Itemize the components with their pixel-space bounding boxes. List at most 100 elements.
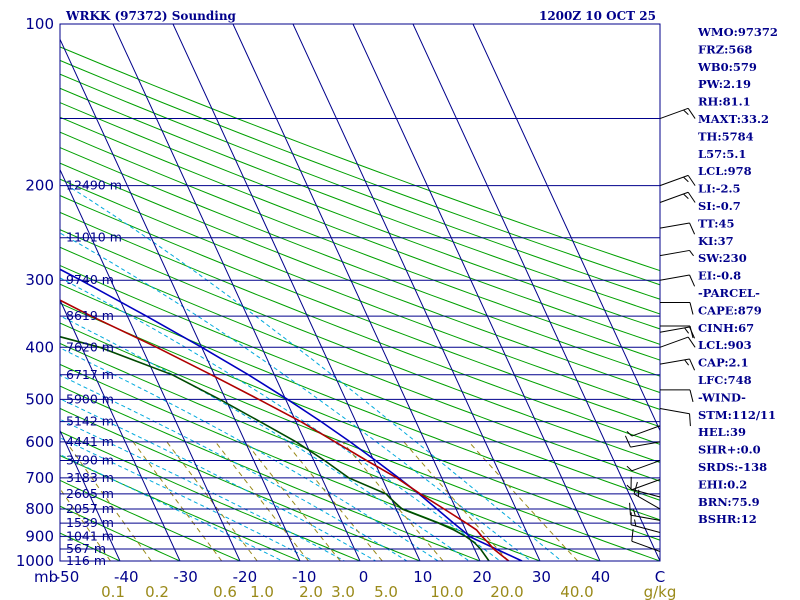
dry-adiabat <box>60 162 660 394</box>
mixing-ratio-line <box>215 441 309 561</box>
dry-adiabat <box>60 147 660 377</box>
wind-barbs <box>624 107 696 552</box>
index-value: CINH:67 <box>698 321 754 335</box>
height-label: 6717 m <box>66 367 114 382</box>
barb-flag <box>634 519 637 527</box>
index-value: L57:5.1 <box>698 147 746 161</box>
index-value: TT:45 <box>698 216 735 230</box>
mixing-ratio-tick-label: 0.2 <box>145 583 169 600</box>
temperature-tick-label: 30 <box>532 568 551 586</box>
pressure-tick-label: 300 <box>25 271 54 289</box>
wind-barb <box>629 502 661 521</box>
dry-adiabat <box>60 178 660 410</box>
index-value: LCL:903 <box>698 338 752 352</box>
barb-flag <box>626 484 633 491</box>
index-value: WB0:579 <box>697 60 757 74</box>
dry-adiabat <box>60 46 660 272</box>
index-value: CAP:2.1 <box>698 356 749 370</box>
height-label: 8619 m <box>66 308 114 323</box>
moist-adiabat <box>67 185 563 561</box>
height-label: 9740 m <box>66 272 114 287</box>
pressure-tick-label: 800 <box>25 500 54 518</box>
wind-barb <box>631 528 661 552</box>
dry-adiabat <box>60 479 242 561</box>
sounding-time: 1200Z 10 OCT 25 <box>539 9 656 23</box>
mixing-ratio-line <box>403 441 509 561</box>
wind-barb <box>659 222 696 235</box>
dry-adiabat <box>60 407 422 561</box>
isotherm-line <box>472 24 660 432</box>
barb-flag <box>683 109 689 115</box>
barb-staff <box>659 249 690 257</box>
wind-barb <box>660 325 694 339</box>
isotherm-line <box>60 168 241 561</box>
temperature-tick-label: C <box>655 568 665 586</box>
barb-flag <box>632 509 636 517</box>
index-value: TH:5784 <box>698 129 754 143</box>
pressure-tick-label: 700 <box>25 469 54 487</box>
height-label: 5142 m <box>66 414 114 429</box>
wind-barb <box>660 389 694 402</box>
barb-flag <box>624 435 631 448</box>
dry-adiabats <box>60 46 660 561</box>
barb-flag <box>629 502 631 516</box>
dry-adiabat <box>60 302 660 541</box>
dry-adiabat <box>60 229 660 464</box>
index-value: EI:-0.8 <box>698 269 741 283</box>
barb-flag <box>689 302 694 315</box>
wind-barb <box>659 336 696 348</box>
wind-barb <box>659 358 696 371</box>
dry-adiabat <box>60 532 122 561</box>
mixing-ratio-tick-label: 40.0 <box>560 583 593 600</box>
index-value: SRDS:-138 <box>698 460 767 474</box>
dry-adiabat <box>60 73 660 300</box>
index-value: BSHR:12 <box>698 512 757 526</box>
barb-staff <box>630 441 661 448</box>
temperature-profile <box>60 299 510 561</box>
moist-adiabat <box>60 374 408 561</box>
temperature-tick-label: -30 <box>173 568 198 586</box>
wind-barb <box>659 274 696 287</box>
wind-barb <box>659 326 696 339</box>
moist-adiabat <box>60 418 346 561</box>
wind-barb <box>659 191 696 203</box>
index-value: BRN:75.9 <box>698 495 760 509</box>
temperature-tick-label: 40 <box>591 568 610 586</box>
mixing-ratio-tick-label: 1.0 <box>250 583 274 600</box>
stability-indices-panel: WMO:97372 FRZ:568 WB0:579 PW:2.19 RH:81.1 MAX… <box>697 25 778 526</box>
dry-adiabat <box>60 283 660 521</box>
wind-barb <box>630 512 661 533</box>
barb-flag <box>689 413 691 427</box>
index-value: FRZ:568 <box>698 42 752 56</box>
barb-flag <box>684 359 690 366</box>
moist-adiabat <box>60 315 470 561</box>
pressure-tick-label: 1000 <box>16 552 54 570</box>
plot-frame <box>59 23 661 562</box>
dry-adiabat <box>60 116 660 345</box>
temperature-tick-label: -40 <box>114 568 139 586</box>
dewpoint-profile <box>60 335 490 561</box>
index-value: SI:-0.7 <box>698 199 741 213</box>
mixing-ratio-line <box>132 441 223 561</box>
mixing-ratio-tick-label: 2.0 <box>299 583 323 600</box>
mixing-ratio-tick-label: 0.1 <box>101 583 125 600</box>
dry-adiabat <box>60 431 362 561</box>
index-value: MAXT:33.2 <box>698 112 769 126</box>
temperature-tick-label: 10 <box>413 568 432 586</box>
isotherm-line <box>60 298 181 561</box>
index-value: KI:37 <box>698 234 734 248</box>
barb-staff <box>631 540 661 552</box>
dry-adiabat <box>60 211 660 445</box>
pressure-tick-label: 400 <box>25 338 54 356</box>
dry-adiabat <box>60 342 602 561</box>
pressure-tick-label: 600 <box>25 433 54 451</box>
wind-barb <box>659 249 694 257</box>
wind-barb <box>626 479 661 491</box>
moist-adiabat <box>60 437 315 561</box>
barb-staff <box>659 274 690 281</box>
index-value: WMO:97372 <box>697 25 778 39</box>
pressure-tick-label: 100 <box>25 15 54 33</box>
dry-adiabat <box>60 505 182 561</box>
isotherm-line <box>112 24 361 561</box>
wind-barb <box>624 435 661 448</box>
